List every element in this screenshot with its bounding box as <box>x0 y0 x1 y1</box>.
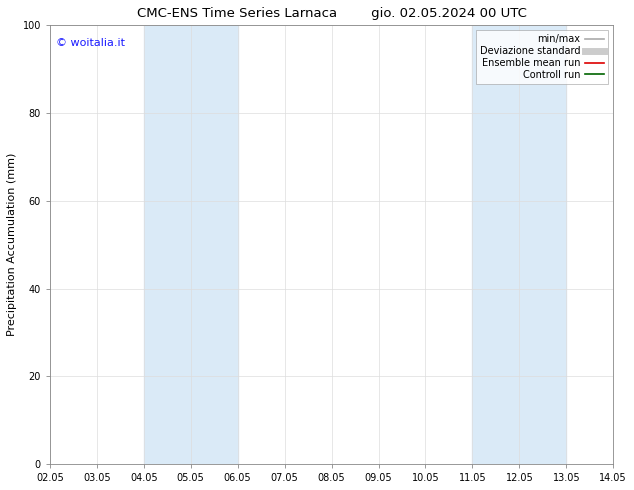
Title: CMC-ENS Time Series Larnaca        gio. 02.05.2024 00 UTC: CMC-ENS Time Series Larnaca gio. 02.05.2… <box>137 7 526 20</box>
Text: © woitalia.it: © woitalia.it <box>56 38 124 49</box>
Y-axis label: Precipitation Accumulation (mm): Precipitation Accumulation (mm) <box>7 153 17 336</box>
Legend: min/max, Deviazione standard, Ensemble mean run, Controll run: min/max, Deviazione standard, Ensemble m… <box>476 30 609 84</box>
Bar <box>144 25 238 464</box>
Bar <box>472 25 566 464</box>
